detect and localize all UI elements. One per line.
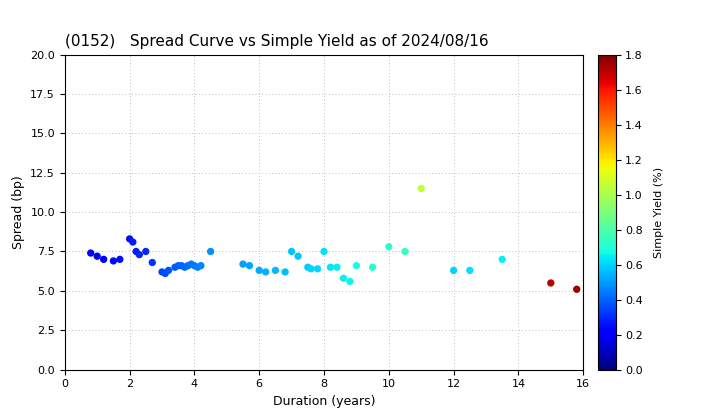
Point (182, 262, 194, 269)
X-axis label: Duration (years): Duration (years) (273, 395, 375, 408)
Point (85, 249, 96, 256)
Point (169, 264, 181, 270)
Point (156, 269, 168, 276)
Point (292, 253, 304, 260)
Point (114, 256, 126, 263)
Point (147, 259, 158, 266)
Point (571, 286, 582, 293)
Y-axis label: Spread (bp): Spread (bp) (12, 175, 24, 249)
Point (195, 262, 207, 269)
Point (238, 261, 249, 268)
Point (331, 264, 343, 270)
Point (160, 270, 171, 277)
Point (179, 264, 190, 270)
Point (185, 261, 197, 268)
Point (98, 256, 109, 263)
Point (318, 248, 330, 255)
Y-axis label: Simple Yield (%): Simple Yield (%) (654, 167, 664, 257)
Point (130, 248, 142, 255)
Point (134, 251, 145, 258)
Point (497, 256, 508, 263)
Point (338, 275, 349, 281)
Point (415, 185, 427, 192)
Point (204, 248, 216, 255)
Point (124, 236, 135, 242)
Point (464, 267, 476, 274)
Point (253, 267, 265, 274)
Point (269, 267, 281, 274)
Point (108, 257, 120, 264)
Point (305, 265, 317, 272)
Point (176, 262, 187, 269)
Point (279, 269, 291, 276)
Point (312, 265, 323, 272)
Point (140, 248, 152, 255)
Point (192, 264, 203, 270)
Point (163, 267, 174, 274)
Point (351, 262, 362, 269)
Point (260, 269, 271, 276)
Point (367, 264, 379, 270)
Point (344, 278, 356, 285)
Point (302, 264, 314, 270)
Point (173, 262, 184, 269)
Point (325, 264, 336, 270)
Point (91, 253, 103, 260)
Point (383, 243, 395, 250)
Point (399, 248, 410, 255)
Point (243, 262, 256, 269)
Point (545, 280, 557, 286)
Point (127, 239, 139, 245)
Point (189, 262, 200, 269)
Point (286, 248, 297, 255)
Text: (0152)   Spread Curve vs Simple Yield as of 2024/08/16: (0152) Spread Curve vs Simple Yield as o… (65, 34, 488, 49)
Point (448, 267, 459, 274)
